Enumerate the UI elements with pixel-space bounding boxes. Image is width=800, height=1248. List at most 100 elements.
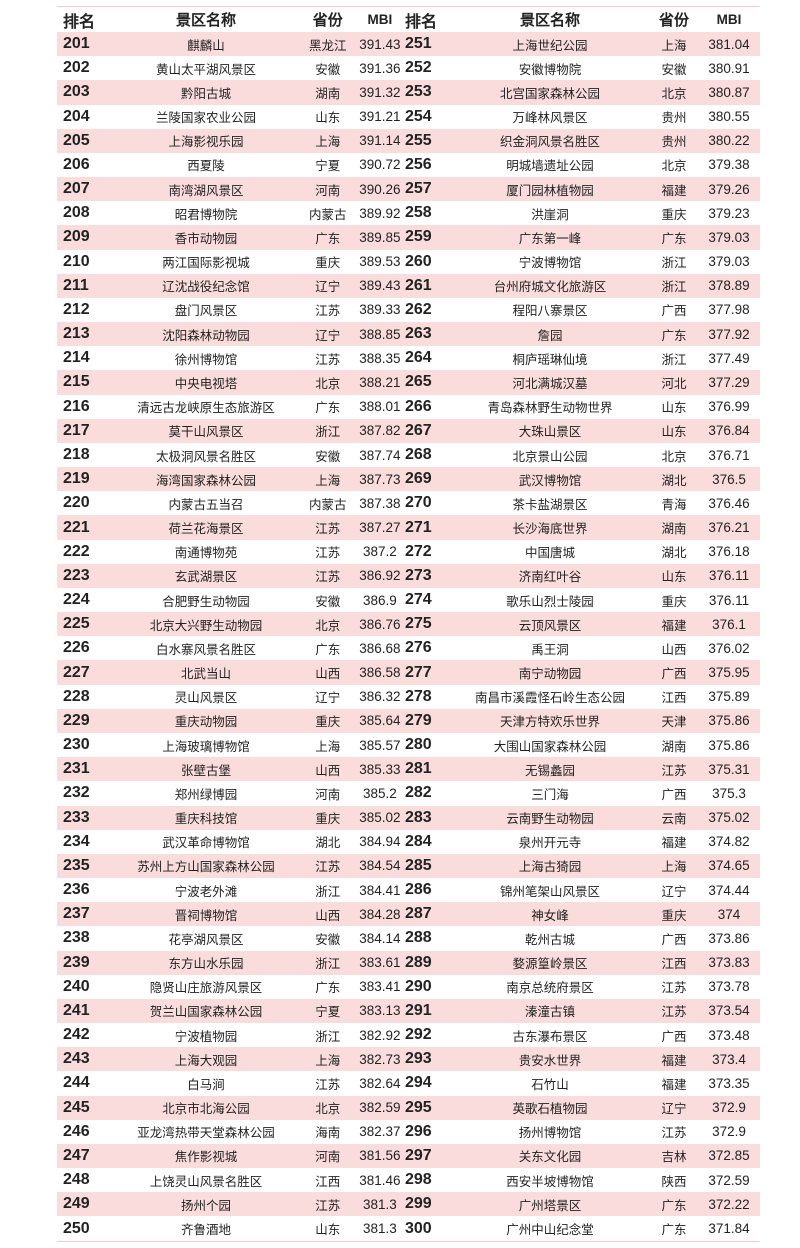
name-cell: 厦门园林植物园 <box>506 182 594 198</box>
name-cell: 徐州博物馆 <box>174 351 238 367</box>
name-cell: 太极洞风景名胜区 <box>155 448 256 464</box>
table-body: 251 上海世纪公园 上海 381.04 252 安徽博物院 安徽 380.91 253 北宫国家… <box>405 32 760 1242</box>
mbi-cell: 386.92 <box>359 568 401 584</box>
table-row: 279 天津方特欢乐世界 天津 375.86 <box>405 708 760 733</box>
name-cell: 武汉博物馆 <box>518 472 582 488</box>
name-cell: 宁波博物馆 <box>518 255 582 271</box>
table-row: 240 隐贤山庄旅游风景区 广东 383.41 <box>57 975 405 999</box>
name-cell: 西夏陵 <box>187 158 225 174</box>
table-row: 282 三门海 广西 375.3 <box>405 781 760 805</box>
name-cell: 万峰林风景区 <box>512 110 588 126</box>
mbi-cell: 388.21 <box>359 374 401 390</box>
mbi-cell: 376.21 <box>708 520 750 536</box>
province-cell: 上海 <box>661 859 687 875</box>
table-row: 287 神女峰 重庆 374 <box>405 902 760 927</box>
mbi-cell: 387.74 <box>359 447 401 463</box>
rank-cell: 233 <box>63 808 90 826</box>
province-cell: 广东 <box>315 641 341 657</box>
mbi-cell: 372.59 <box>708 1172 750 1188</box>
mbi-cell: 384.41 <box>359 882 401 898</box>
province-cell: 江西 <box>661 956 687 972</box>
table-row: 281 无锡蠡园 江苏 375.31 <box>405 757 760 782</box>
table-row: 297 关东文化园 吉林 372.85 <box>405 1143 760 1169</box>
header-name: 景区名称 <box>175 11 236 29</box>
table-row: 296 扬州博物馆 江苏 372.9 <box>405 1120 760 1144</box>
table-row: 210 两江国际影视城 重庆 389.53 <box>57 250 405 274</box>
mbi-cell: 376.99 <box>708 399 750 415</box>
table-row: 270 茶卡盐湖景区 青海 376.46 <box>405 491 760 515</box>
mbi-cell: 373.78 <box>708 979 750 995</box>
mbi-cell: 371.84 <box>708 1221 750 1236</box>
mbi-cell: 388.85 <box>359 326 401 342</box>
rank-cell: 271 <box>405 518 432 536</box>
mbi-cell: 379.03 <box>708 254 750 270</box>
name-cell: 广州塔景区 <box>518 1197 582 1213</box>
table-row: 298 西安半坡博物馆 陕西 372.59 <box>405 1168 760 1192</box>
header-province: 省份 <box>312 11 343 29</box>
name-cell: 内蒙古五当召 <box>168 496 244 512</box>
mbi-cell: 391.43 <box>359 36 401 52</box>
name-cell: 茶卡盐湖景区 <box>512 496 588 512</box>
mbi-cell: 377.49 <box>708 350 750 366</box>
table-row: 214 徐州博物馆 江苏 388.35 <box>57 346 405 370</box>
rank-cell: 211 <box>63 276 89 294</box>
mbi-cell: 381.3 <box>363 1221 397 1236</box>
province-cell: 江苏 <box>315 1076 341 1092</box>
mbi-cell: 372.9 <box>712 1100 746 1116</box>
province-cell: 河南 <box>315 786 341 802</box>
province-cell: 广东 <box>661 1222 687 1237</box>
mbi-cell: 378.89 <box>708 278 750 294</box>
province-cell: 江苏 <box>315 351 341 367</box>
mbi-cell: 382.37 <box>359 1124 401 1140</box>
mbi-cell: 380.91 <box>708 60 750 76</box>
mbi-cell: 386.68 <box>359 640 401 656</box>
table-header: 排名 景区名称 省份 MBI <box>405 6 760 32</box>
rank-cell: 298 <box>405 1171 432 1189</box>
rank-cell: 219 <box>63 470 90 488</box>
header-mbi: MBI <box>716 12 742 27</box>
mbi-cell: 387.73 <box>359 471 401 487</box>
table-body: 201 麒麟山 黑龙江 391.43 202 黄山太平湖风景区 安徽 391.36 203 黔阳古… <box>57 32 405 1242</box>
province-cell: 吉林 <box>661 1149 687 1165</box>
table-row: 227 北武当山 山西 386.58 <box>57 660 405 685</box>
mbi-cell: 372.9 <box>712 1124 746 1140</box>
table-row: 294 石竹山 福建 373.35 <box>405 1071 760 1095</box>
province-cell: 湖北 <box>661 472 687 488</box>
province-cell: 重庆 <box>661 593 687 609</box>
name-cell: 南昌市溪霞怪石岭生态公园 <box>474 690 625 706</box>
province-cell: 广东 <box>661 230 687 246</box>
mbi-cell: 380.55 <box>708 109 750 125</box>
table-row: 252 安徽博物院 安徽 380.91 <box>405 56 760 80</box>
mbi-cell: 379.03 <box>708 229 750 245</box>
province-cell: 福建 <box>661 617 687 633</box>
name-cell: 三门海 <box>531 786 569 802</box>
mbi-cell: 373.86 <box>708 930 750 946</box>
mbi-cell: 391.21 <box>359 109 401 125</box>
table-row: 243 上海大观园 上海 382.73 <box>57 1047 405 1072</box>
mbi-cell: 379.26 <box>708 181 750 197</box>
rank-cell: 249 <box>63 1195 90 1213</box>
mbi-cell: 383.13 <box>359 1003 401 1019</box>
table-row: 224 合肥野生动物园 安徽 386.9 <box>57 588 405 612</box>
rank-cell: 291 <box>405 1001 432 1019</box>
name-cell: 明城墙遗址公园 <box>506 158 594 174</box>
province-cell: 宁夏 <box>315 158 341 174</box>
province-cell: 浙江 <box>315 883 341 899</box>
name-cell: 程阳八寨景区 <box>512 303 588 319</box>
mbi-cell: 382.92 <box>359 1027 401 1043</box>
province-cell: 山西 <box>315 762 341 778</box>
province-cell: 重庆 <box>315 255 341 271</box>
province-cell: 北京 <box>315 1101 341 1117</box>
rank-cell: 254 <box>405 107 432 125</box>
rank-cell: 259 <box>405 228 432 246</box>
mbi-cell: 376.71 <box>708 447 750 463</box>
province-cell: 浙江 <box>315 1028 341 1044</box>
mbi-cell: 390.26 <box>359 181 401 197</box>
mbi-cell: 372.85 <box>708 1148 750 1164</box>
mbi-cell: 386.58 <box>359 665 401 681</box>
province-cell: 福建 <box>661 182 687 198</box>
name-cell: 齐鲁酒地 <box>180 1222 231 1237</box>
mbi-cell: 389.43 <box>359 278 401 294</box>
ranking-table-right: 排名 景区名称 省份 MBI 251 上海世纪公园 上海 381.04 252 安徽博物院… <box>405 6 760 1242</box>
rank-cell: 278 <box>405 687 432 705</box>
